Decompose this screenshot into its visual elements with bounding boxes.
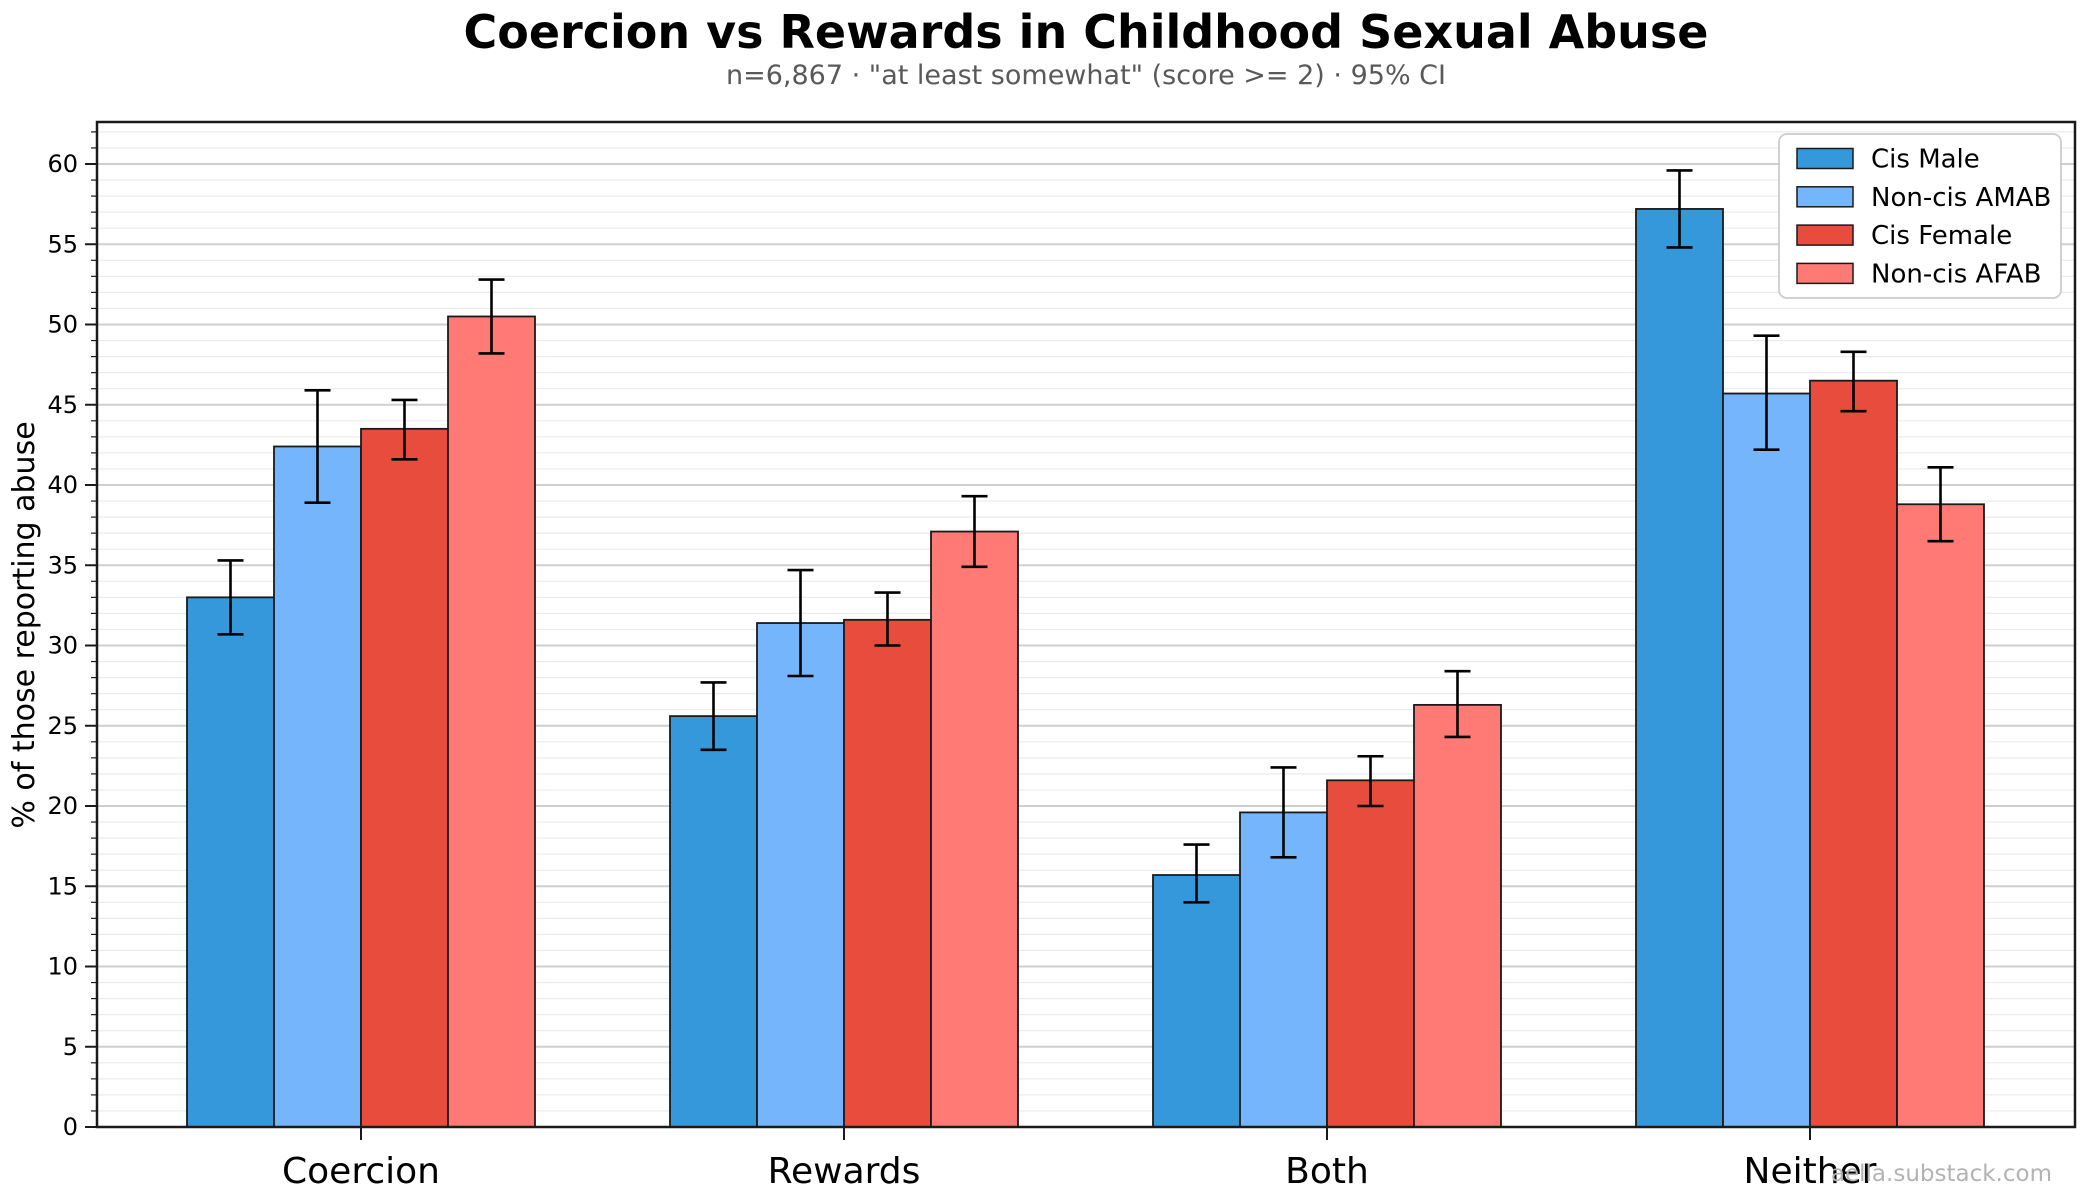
bar-coercion-cis-female [360,427,449,1128]
y-tick-label-50: 50 [47,311,78,339]
errorbar-neither-cis-female [1840,350,1867,413]
bar-coercion-cis-male [186,596,275,1128]
errorbar-rewards-non-cis-afab [961,494,988,569]
bar-both-non-cis-amab [1239,811,1328,1128]
y-tick-label-0: 0 [63,1113,78,1141]
legend-box [1778,133,2062,299]
y-tick-label-60: 60 [47,150,78,178]
bar-neither-non-cis-amab [1722,392,1811,1128]
error-bars [217,169,1954,904]
bar-both-cis-male [1152,874,1241,1128]
x-tick-label-neither: Neither [1744,1151,1877,1192]
legend-label-non-cis-afab: Non-cis AFAB [1871,259,2042,289]
chart-title: Coercion vs Rewards in Childhood Sexual … [463,5,1708,59]
plot-frame [95,120,2077,1129]
errorbar-coercion-cis-male [217,559,244,636]
watermark: aella.substack.com [1831,1161,2052,1187]
bar-groups [186,208,1985,1128]
legend-label-non-cis-amab: Non-cis AMAB [1871,183,2051,213]
y-tick-label-5: 5 [63,1033,78,1061]
y-tick-label-40: 40 [47,471,78,499]
errorbar-rewards-cis-female [874,591,901,647]
bar-both-non-cis-afab [1413,703,1502,1128]
y-tick-label-45: 45 [47,391,78,419]
errorbar-rewards-cis-male [700,681,727,752]
bar-coercion-non-cis-afab [447,315,536,1128]
bar-rewards-non-cis-afab [930,530,1019,1128]
y-tick-label-55: 55 [47,230,78,258]
bar-coercion-non-cis-amab [273,445,362,1128]
errorbar-both-non-cis-afab [1444,669,1471,739]
y-tick-label-10: 10 [47,953,78,981]
x-tick-label-coercion: Coercion [282,1151,440,1192]
errorbar-rewards-non-cis-amab [787,568,814,678]
bar-neither-cis-male [1635,208,1724,1128]
y-tick-label-35: 35 [47,551,78,579]
errorbar-coercion-cis-female [391,398,418,461]
errorbar-neither-non-cis-afab [1927,466,1954,543]
errorbar-both-cis-female [1357,754,1384,808]
legend-swatch-cis-female [1796,224,1854,246]
errorbar-both-cis-male [1183,843,1210,904]
bar-neither-cis-female [1809,379,1898,1128]
legend-swatch-non-cis-amab [1796,186,1854,208]
legend: Cis Male Non-cis AMAB Cis Female Non-cis AF… [1778,133,2062,299]
legend-swatch-non-cis-afab [1796,262,1854,285]
errorbar-neither-cis-male [1666,169,1693,249]
legend-label-cis-female: Cis Female [1871,221,2012,251]
errorbar-both-non-cis-amab [1270,766,1297,859]
y-tick-label-25: 25 [47,712,78,740]
y-tick-label-15: 15 [47,872,78,900]
legend-swatch-cis-male [1796,147,1854,170]
legend-label-cis-male: Cis Male [1871,145,1980,175]
x-axis-ticks: Coercion Rewards Both Neither [282,1127,1877,1192]
bar-rewards-cis-male [669,715,758,1128]
errorbar-neither-non-cis-amab [1753,334,1780,451]
y-tick-label-30: 30 [47,632,78,660]
bar-rewards-cis-female [843,618,932,1128]
chart-subtitle: n=6,867 · "at least somewhat" (score >= … [726,60,1446,91]
errorbar-coercion-non-cis-amab [304,389,331,504]
y-axis-label: % of those reporting abuse [7,421,42,828]
x-tick-label-rewards: Rewards [768,1151,921,1192]
errorbar-coercion-non-cis-afab [478,278,505,355]
y-axis-ticks: 0 5 10 15 20 25 30 35 40 45 50 55 60 [47,131,97,1141]
y-tick-label-20: 20 [47,792,78,820]
x-tick-label-both: Both [1285,1151,1369,1192]
bar-both-cis-female [1326,779,1415,1128]
bar-rewards-non-cis-amab [756,622,845,1128]
bar-neither-non-cis-afab [1896,503,1985,1128]
